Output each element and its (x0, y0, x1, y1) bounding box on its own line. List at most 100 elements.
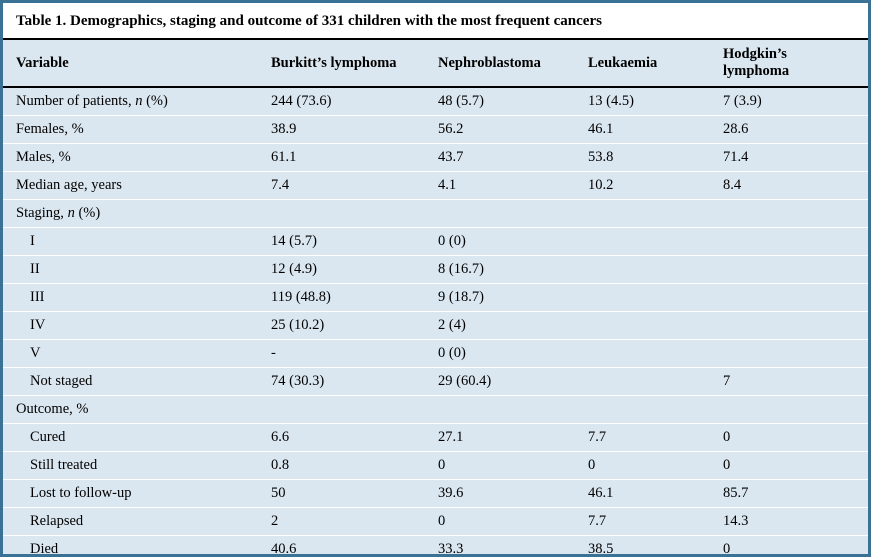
table-row: Outcome, % (3, 395, 868, 424)
table-head: Variable Burkitt’s lymphoma Nephroblasto… (3, 40, 868, 88)
cell-value: 85.7 (710, 479, 868, 508)
cell-value (425, 199, 575, 228)
row-label: Relapsed (3, 507, 258, 536)
cell-value: 14.3 (710, 507, 868, 536)
row-label-part: IV (30, 317, 46, 333)
cell-value: 244 (73.6) (258, 87, 425, 116)
cell-value: 0 (0) (425, 227, 575, 256)
row-label: Not staged (3, 367, 258, 396)
cell-value: 38.9 (258, 115, 425, 144)
row-label: Males, % (3, 143, 258, 172)
header-row: Variable Burkitt’s lymphoma Nephroblasto… (3, 40, 868, 88)
table-row: IV 25 (10.2) 2 (4) (3, 311, 868, 340)
table-row: Number of patients, n (%) 244 (73.6) 48 (5… (3, 87, 868, 116)
cell-value: 7 (3.9) (710, 87, 868, 116)
table-row: II 12 (4.9) 8 (16.7) (3, 255, 868, 284)
row-label-part: Relapsed (30, 513, 84, 529)
row-label: Number of patients, n (%) (3, 87, 258, 116)
cell-value: 0 (425, 507, 575, 536)
row-label: III (3, 283, 258, 312)
row-label-part: Not staged (30, 373, 93, 389)
cell-value: 71.4 (710, 143, 868, 172)
cell-value: 0 (710, 535, 868, 554)
table-row: Cured 6.6 27.1 7.7 0 (3, 423, 868, 452)
cell-value: 7.7 (575, 507, 710, 536)
col-header-nephroblastoma: Nephroblastoma (425, 40, 575, 88)
table-row: Relapsed 2 0 7.7 14.3 (3, 507, 868, 536)
cell-value: 2 (4) (425, 311, 575, 340)
cell-value (710, 255, 868, 284)
table-row: I 14 (5.7) 0 (0) (3, 227, 868, 256)
cell-value: 29 (60.4) (425, 367, 575, 396)
cell-value: 7.7 (575, 423, 710, 452)
cell-value: 12 (4.9) (258, 255, 425, 284)
row-label: Median age, years (3, 171, 258, 200)
cell-value: 33.3 (425, 535, 575, 554)
cell-value (258, 395, 425, 424)
cell-value (575, 199, 710, 228)
cell-value: 0 (425, 451, 575, 480)
row-label-part: (%) (74, 205, 101, 221)
cell-value: 61.1 (258, 143, 425, 172)
row-label-italic-part: n (135, 93, 143, 109)
cell-value: 10.2 (575, 171, 710, 200)
cell-value (575, 255, 710, 284)
row-label: Females, % (3, 115, 258, 144)
row-label: Cured (3, 423, 258, 452)
table-row: Lost to follow-up 50 39.6 46.1 85.7 (3, 479, 868, 508)
row-label-italic-part: n (67, 205, 75, 221)
row-label-part: (%) (142, 93, 168, 109)
cell-value (575, 395, 710, 424)
cell-value: 43.7 (425, 143, 575, 172)
cell-value: 0 (710, 451, 868, 480)
cell-value: 50 (258, 479, 425, 508)
cell-value: 7 (710, 367, 868, 396)
row-label-part: III (30, 289, 45, 305)
cell-value: 2 (258, 507, 425, 536)
cell-value: 0.8 (258, 451, 425, 480)
cell-value: 48 (5.7) (425, 87, 575, 116)
cell-value (710, 339, 868, 368)
cell-value (575, 283, 710, 312)
row-label: Still treated (3, 451, 258, 480)
row-label-part: Median age, years (16, 177, 122, 193)
table-title: Table 1. Demographics, staging and outco… (3, 3, 868, 40)
row-label: Lost to follow-up (3, 479, 258, 508)
cell-value (710, 283, 868, 312)
cell-value: 28.6 (710, 115, 868, 144)
col-header-leukaemia: Leukaemia (575, 40, 710, 88)
cell-value: 40.6 (258, 535, 425, 554)
row-label-part: V (30, 345, 41, 361)
row-label-part: Lost to follow-up (30, 485, 132, 501)
cell-value: 46.1 (575, 115, 710, 144)
table-row: Staging, n (%) (3, 199, 868, 228)
row-label-part: Still treated (30, 457, 98, 473)
cell-value (710, 311, 868, 340)
row-label-part: Females, % (16, 121, 84, 137)
cell-value (258, 199, 425, 228)
cell-value (710, 395, 868, 424)
cell-value: 8.4 (710, 171, 868, 200)
cell-value (710, 227, 868, 256)
cell-value (575, 311, 710, 340)
cell-value: 39.6 (425, 479, 575, 508)
row-label-part: Outcome, % (16, 401, 89, 417)
cell-value: - (258, 339, 425, 368)
row-label: Died (3, 535, 258, 557)
row-label-part: Number of patients, (16, 93, 136, 109)
cell-value: 4.1 (425, 171, 575, 200)
table-row: V -0 (0) (3, 339, 868, 368)
cell-value: 46.1 (575, 479, 710, 508)
cell-value: 74 (30.3) (258, 367, 425, 396)
cell-value: 27.1 (425, 423, 575, 452)
cell-value: 9 (18.7) (425, 283, 575, 312)
col-header-hodgkins-lymphoma: Hodgkin’s lymphoma (710, 40, 868, 88)
row-label-part: Died (30, 541, 59, 557)
table-row: Males, % 61.1 43.7 53.8 71.4 (3, 143, 868, 172)
table-body: Number of patients, n (%) 244 (73.6) 48 (5… (3, 87, 868, 557)
row-label-part: II (30, 261, 40, 277)
row-label-part: Staging, (16, 205, 68, 221)
row-label: I (3, 227, 258, 256)
row-label: IV (3, 311, 258, 340)
